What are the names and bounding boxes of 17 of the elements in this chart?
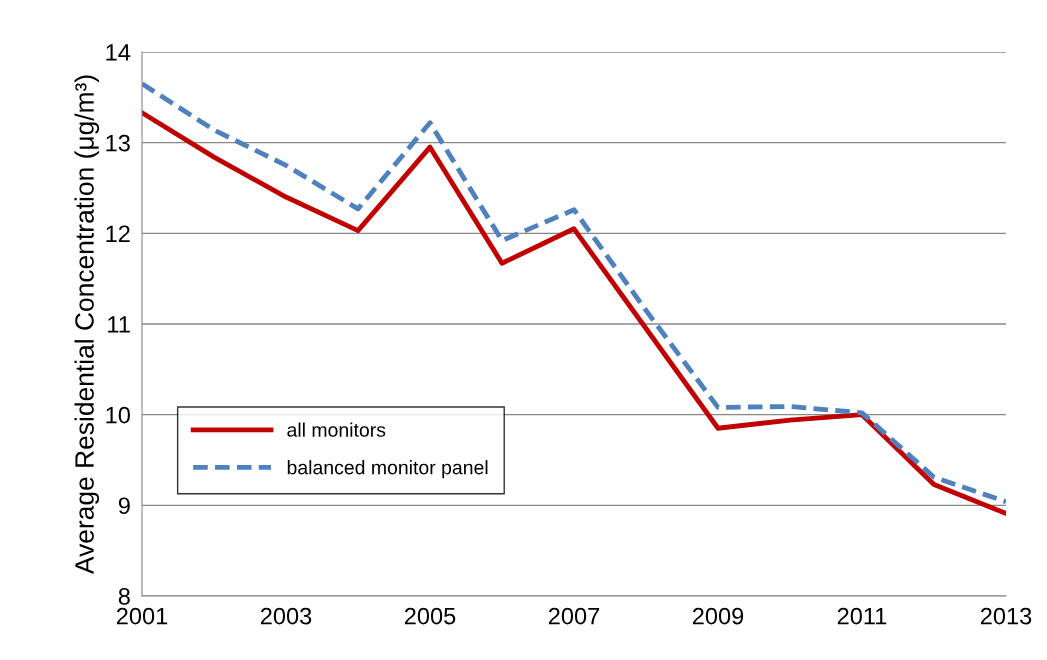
y-tick-label: 11 [108,316,130,333]
x-tick-label: 2007 [548,607,600,625]
x-tick-label: 2009 [692,607,744,625]
x-tick-label: 2011 [837,607,887,625]
x-tick-label: 2005 [404,607,456,625]
y-tick-label: 10 [106,406,130,424]
x-tick-label: 2003 [260,607,312,625]
y-tick-label: 9 [118,497,130,515]
y-tick-label: 12 [106,225,130,242]
legend-label: all monitors [287,422,386,437]
x-tick-label: 2001 [116,607,168,625]
y-axis-title: Average Residential Concentration (μg/m³) [74,75,100,575]
y-tick-label: 13 [106,134,130,152]
y-tick-label: 14 [106,44,131,61]
legend-label: balanced monitor panel [287,460,488,479]
x-tick-label: 2013 [980,607,1032,625]
y-tick-label: 8 [118,588,130,605]
